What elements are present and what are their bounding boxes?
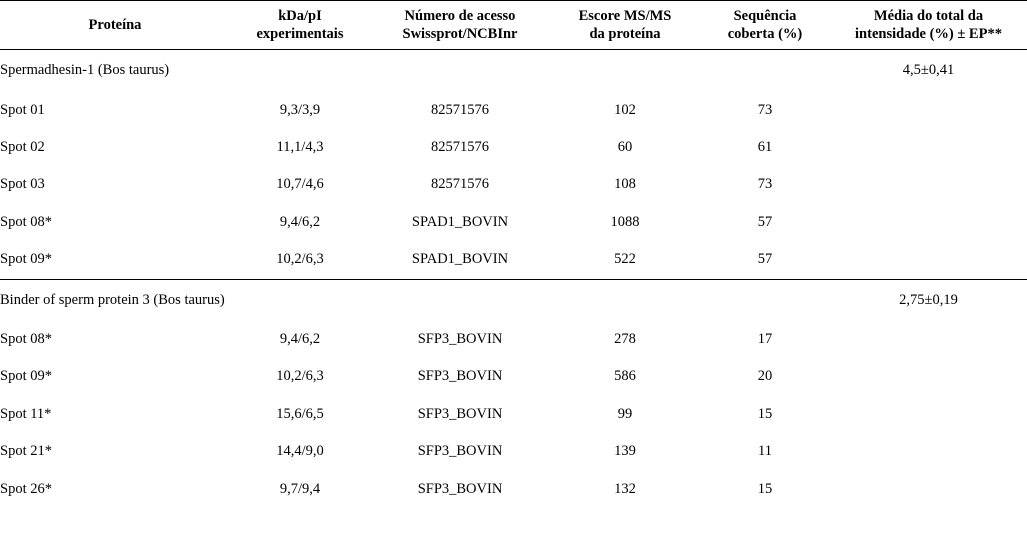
protein-intensity: 2,75±0,19 — [830, 280, 1027, 321]
cell-spot: Spot 08* — [0, 204, 230, 241]
cell-seq: 15 — [700, 396, 830, 433]
cell-seq: 11 — [700, 433, 830, 470]
cell-seq: 61 — [700, 129, 830, 166]
cell-score: 1088 — [550, 204, 700, 241]
cell-seq: 57 — [700, 241, 830, 279]
cell-seq: 17 — [700, 321, 830, 358]
protein-name: Spermadhesin-1 (Bos taurus) — [0, 50, 230, 92]
empty-cell — [370, 280, 550, 321]
cell-spot: Spot 08* — [0, 321, 230, 358]
cell-access: SFP3_BOVIN — [370, 433, 550, 470]
cell-spot: Spot 01 — [0, 92, 230, 129]
empty-cell — [830, 471, 1027, 508]
empty-cell — [370, 50, 550, 92]
empty-cell — [830, 321, 1027, 358]
col-kda: kDa/pIexperimentais — [230, 1, 370, 50]
cell-score: 132 — [550, 471, 700, 508]
col-mean: Média do total daintensidade (%) ± EP** — [830, 1, 1027, 50]
cell-spot: Spot 21* — [0, 433, 230, 470]
empty-cell — [830, 129, 1027, 166]
cell-access: 82571576 — [370, 166, 550, 203]
cell-kda: 15,6/6,5 — [230, 396, 370, 433]
empty-cell — [830, 166, 1027, 203]
cell-access: SFP3_BOVIN — [370, 358, 550, 395]
empty-cell — [830, 241, 1027, 279]
cell-spot: Spot 02 — [0, 129, 230, 166]
cell-score: 60 — [550, 129, 700, 166]
cell-seq: 20 — [700, 358, 830, 395]
col-access-label: Número de acessoSwissprot/NCBInr — [403, 8, 518, 42]
protein-group-header: Binder of sperm protein 3 (Bos taurus) 2… — [0, 280, 1027, 321]
cell-kda: 11,1/4,3 — [230, 129, 370, 166]
cell-access: SFP3_BOVIN — [370, 396, 550, 433]
col-mean-label: Média do total daintensidade (%) ± EP** — [855, 8, 1002, 42]
col-seq: Sequênciacoberta (%) — [700, 1, 830, 50]
empty-cell — [230, 50, 370, 92]
cell-kda: 10,7/4,6 — [230, 166, 370, 203]
cell-kda: 10,2/6,3 — [230, 358, 370, 395]
table-row: Spot 01 9,3/3,9 82571576 102 73 — [0, 92, 1027, 129]
cell-access: 82571576 — [370, 92, 550, 129]
cell-kda: 14,4/9,0 — [230, 433, 370, 470]
table-row: Spot 08* 9,4/6,2 SPAD1_BOVIN 1088 57 — [0, 204, 1027, 241]
col-score: Escore MS/MSda proteína — [550, 1, 700, 50]
empty-cell — [700, 280, 830, 321]
cell-spot: Spot 26* — [0, 471, 230, 508]
table-body: Spermadhesin-1 (Bos taurus) 4,5±0,41 Spo… — [0, 50, 1027, 508]
cell-seq: 15 — [700, 471, 830, 508]
col-access: Número de acessoSwissprot/NCBInr — [370, 1, 550, 50]
cell-kda: 9,4/6,2 — [230, 204, 370, 241]
table-row: Spot 21* 14,4/9,0 SFP3_BOVIN 139 11 — [0, 433, 1027, 470]
table-row: Spot 08* 9,4/6,2 SFP3_BOVIN 278 17 — [0, 321, 1027, 358]
table-row: Spot 09* 10,2/6,3 SFP3_BOVIN 586 20 — [0, 358, 1027, 395]
cell-spot: Spot 11* — [0, 396, 230, 433]
table-row: Spot 03 10,7/4,6 82571576 108 73 — [0, 166, 1027, 203]
empty-cell — [830, 433, 1027, 470]
cell-access: SFP3_BOVIN — [370, 321, 550, 358]
cell-seq: 57 — [700, 204, 830, 241]
col-score-label: Escore MS/MSda proteína — [579, 8, 672, 42]
col-seq-label: Sequênciacoberta (%) — [728, 8, 802, 42]
table-row: Spot 11* 15,6/6,5 SFP3_BOVIN 99 15 — [0, 396, 1027, 433]
empty-cell — [830, 358, 1027, 395]
cell-score: 102 — [550, 92, 700, 129]
cell-score: 278 — [550, 321, 700, 358]
col-protein-label: Proteína — [89, 17, 142, 33]
cell-kda: 9,3/3,9 — [230, 92, 370, 129]
table-header-row: Proteína kDa/pIexperimentais Número de a… — [0, 1, 1027, 50]
cell-access: 82571576 — [370, 129, 550, 166]
cell-score: 586 — [550, 358, 700, 395]
col-protein: Proteína — [0, 1, 230, 50]
cell-kda: 9,4/6,2 — [230, 321, 370, 358]
empty-cell — [700, 50, 830, 92]
protein-name: Binder of sperm protein 3 (Bos taurus) — [0, 280, 230, 321]
protein-group-header: Spermadhesin-1 (Bos taurus) 4,5±0,41 — [0, 50, 1027, 92]
cell-access: SPAD1_BOVIN — [370, 204, 550, 241]
empty-cell — [230, 280, 370, 321]
cell-seq: 73 — [700, 166, 830, 203]
empty-cell — [550, 50, 700, 92]
cell-score: 522 — [550, 241, 700, 279]
cell-score: 99 — [550, 396, 700, 433]
protein-intensity: 4,5±0,41 — [830, 50, 1027, 92]
cell-seq: 73 — [700, 92, 830, 129]
cell-access: SFP3_BOVIN — [370, 471, 550, 508]
col-kda-label: kDa/pIexperimentais — [257, 8, 344, 42]
protein-table: Proteína kDa/pIexperimentais Número de a… — [0, 0, 1027, 508]
empty-cell — [830, 204, 1027, 241]
empty-cell — [550, 280, 700, 321]
cell-access: SPAD1_BOVIN — [370, 241, 550, 279]
table-row: Spot 02 11,1/4,3 82571576 60 61 — [0, 129, 1027, 166]
cell-kda: 9,7/9,4 — [230, 471, 370, 508]
cell-spot: Spot 09* — [0, 358, 230, 395]
cell-spot: Spot 03 — [0, 166, 230, 203]
cell-kda: 10,2/6,3 — [230, 241, 370, 279]
table-row: Spot 26* 9,7/9,4 SFP3_BOVIN 132 15 — [0, 471, 1027, 508]
cell-score: 139 — [550, 433, 700, 470]
table-row: Spot 09* 10,2/6,3 SPAD1_BOVIN 522 57 — [0, 241, 1027, 279]
empty-cell — [830, 396, 1027, 433]
cell-spot: Spot 09* — [0, 241, 230, 279]
empty-cell — [830, 92, 1027, 129]
cell-score: 108 — [550, 166, 700, 203]
